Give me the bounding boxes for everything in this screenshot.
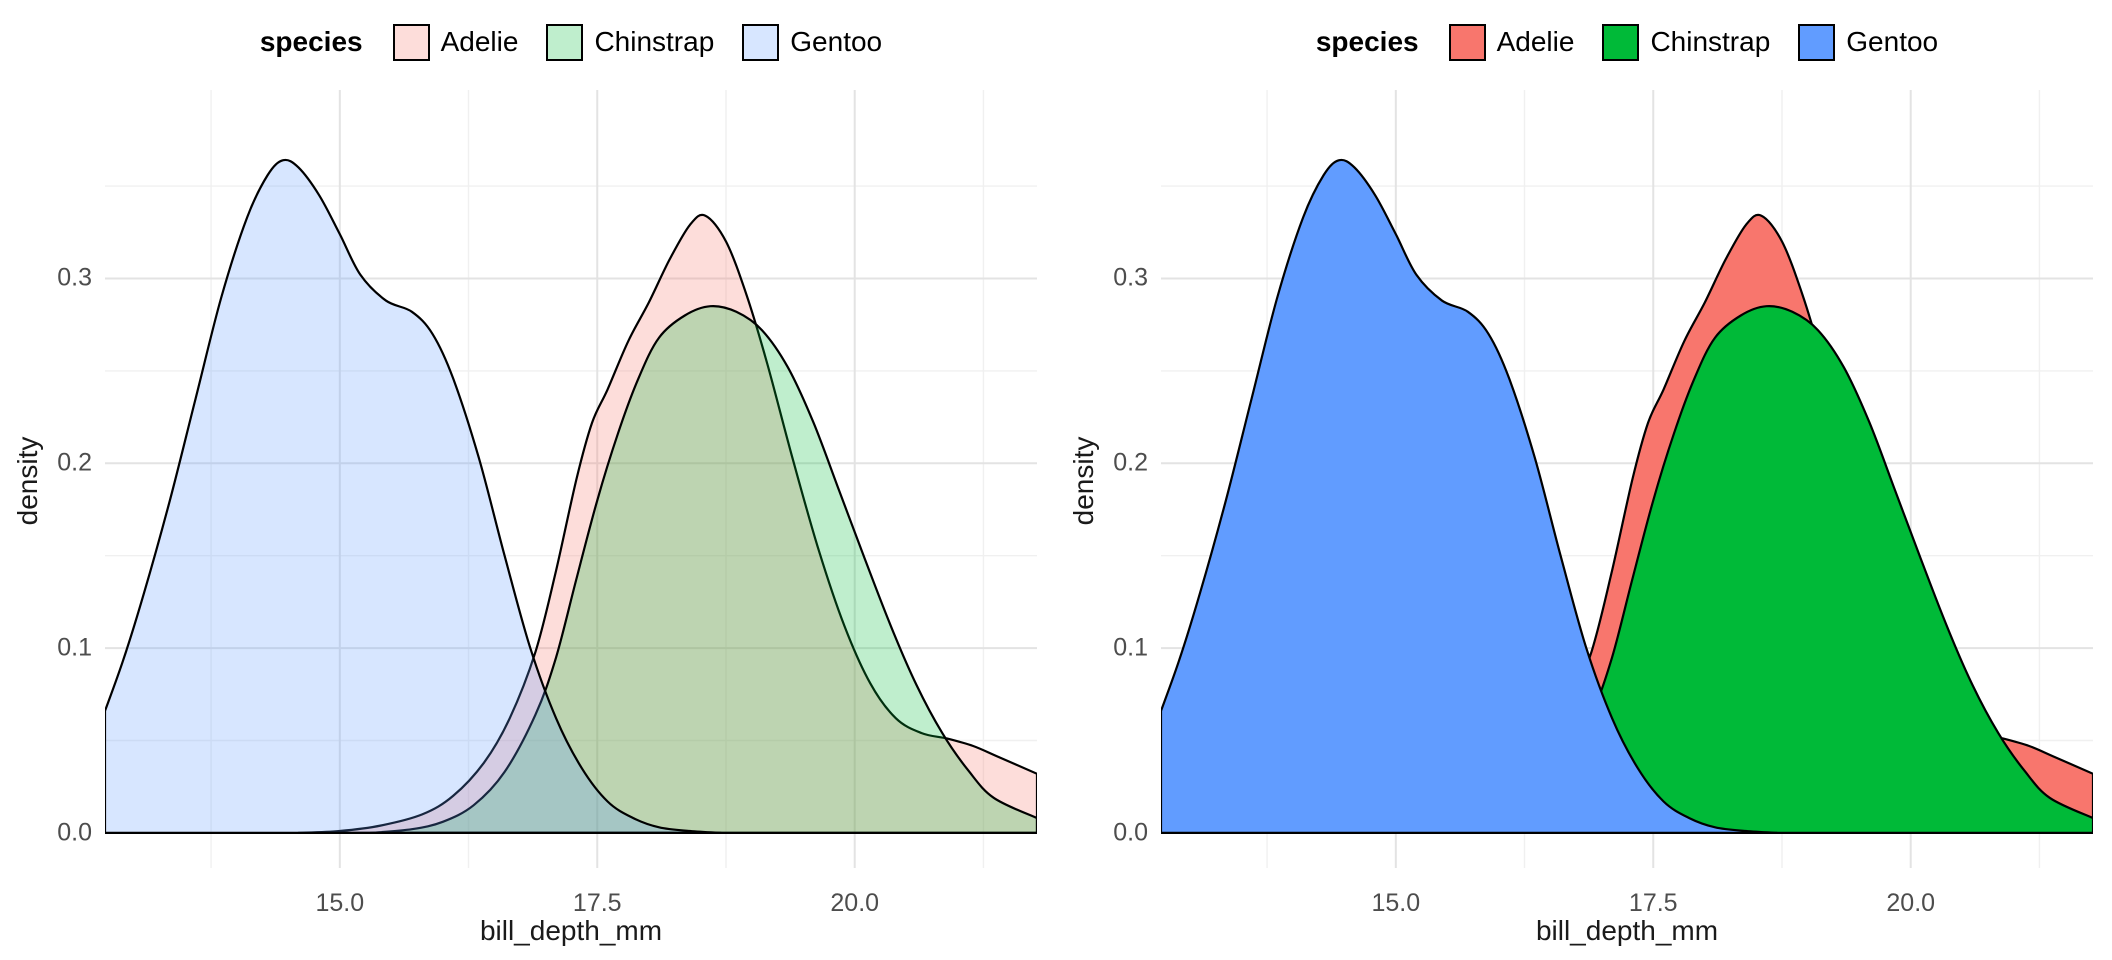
density-curve-gentoo <box>1161 158 1778 834</box>
y-axis-tick-label: 0.3 <box>57 263 92 292</box>
legend-title: species <box>259 26 363 57</box>
plot-panel <box>105 90 1037 868</box>
x-axis-tick-label: 17.5 <box>572 889 622 917</box>
x-axis-tick-label: 17.5 <box>1628 889 1678 917</box>
legend-entry-gentoo: Gentoo <box>742 23 883 61</box>
legend-label: Gentoo <box>790 26 883 57</box>
x-axis-tick-label: 20.0 <box>830 889 880 917</box>
y-axis-tick-label: 0.1 <box>57 633 92 662</box>
legend-entry-adelie: Adelie <box>392 23 519 61</box>
x-axis-tick-label: 15.0 <box>315 889 365 917</box>
legend-label: Adelie <box>440 26 519 57</box>
plot-right: species Adelie Chinstrap Gentoo density bill_… <box>1056 0 2112 960</box>
legend-swatch-gentoo-icon <box>1798 23 1836 61</box>
legend-entry-chinstrap: Chinstrap <box>1602 23 1771 61</box>
legend-swatch-gentoo-icon <box>742 23 780 61</box>
legend-swatch-adelie-icon <box>1448 23 1486 61</box>
y-axis-tick-label: 0.0 <box>57 818 92 847</box>
legend-title: species <box>1315 26 1419 57</box>
legend-entry-adelie: Adelie <box>1448 23 1575 61</box>
plot-left: species Adelie Chinstrap Gentoo density bill_… <box>12 16 1037 946</box>
legend-entry-chinstrap: Chinstrap <box>546 23 715 61</box>
density-curve-adelie <box>297 213 1037 834</box>
x-axis-title: bill_depth_mm <box>479 915 663 946</box>
density-curve-gentoo <box>105 158 722 834</box>
legend-swatch-adelie-icon <box>392 23 430 61</box>
x-axis-tick-label: 20.0 <box>1886 889 1936 917</box>
legend: species Adelie Chinstrap Gentoo <box>105 16 1037 68</box>
x-axis-title: bill_depth_mm <box>1535 915 1719 946</box>
legend-swatch-chinstrap-icon <box>546 23 584 61</box>
legend-label: Chinstrap <box>1650 26 1771 57</box>
legend-label: Gentoo <box>1846 26 1939 57</box>
y-axis-tick-label: 0.1 <box>1113 633 1148 662</box>
y-axis-tick-label: 0.3 <box>1113 263 1148 292</box>
y-axis-tick-label: 0.0 <box>1113 818 1148 847</box>
density-curve-chinstrap <box>369 305 1037 834</box>
legend-label: Adelie <box>1496 26 1575 57</box>
x-axis-tick-label: 15.0 <box>1371 889 1421 917</box>
legend: species Adelie Chinstrap Gentoo <box>1161 16 2093 68</box>
legend-label: Chinstrap <box>594 26 715 57</box>
y-axis-tick-label: 0.2 <box>1113 448 1148 477</box>
legend-swatch-chinstrap-icon <box>1602 23 1640 61</box>
y-axis-tick-label: 0.2 <box>57 448 92 477</box>
legend-entry-gentoo: Gentoo <box>1798 23 1939 61</box>
plot-panel <box>1161 90 2093 868</box>
